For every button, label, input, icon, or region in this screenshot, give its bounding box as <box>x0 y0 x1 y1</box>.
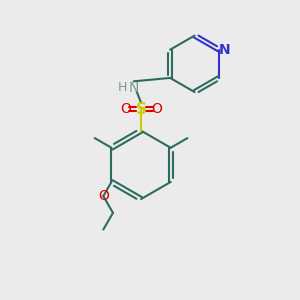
Text: N: N <box>219 43 230 57</box>
Text: O: O <box>151 102 162 116</box>
Text: O: O <box>120 102 131 116</box>
Text: H: H <box>118 81 127 94</box>
Text: N: N <box>128 81 139 95</box>
Text: S: S <box>136 102 147 117</box>
Text: O: O <box>98 189 109 203</box>
